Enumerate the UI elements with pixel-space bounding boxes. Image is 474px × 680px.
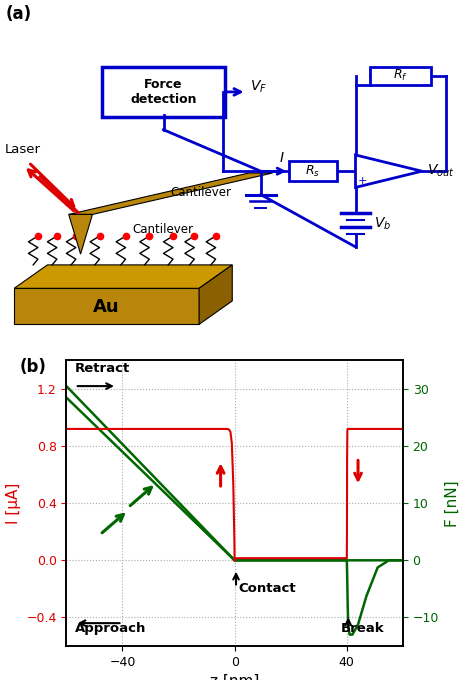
- Text: (b): (b): [19, 358, 46, 375]
- Text: +: +: [358, 176, 367, 186]
- Y-axis label: I [μA]: I [μA]: [6, 483, 21, 524]
- Text: Break: Break: [341, 622, 385, 634]
- FancyBboxPatch shape: [102, 67, 225, 117]
- X-axis label: z [nm]: z [nm]: [210, 675, 259, 680]
- Polygon shape: [14, 265, 232, 288]
- Text: Laser: Laser: [5, 143, 41, 156]
- Text: Au: Au: [93, 298, 120, 316]
- Text: $R_f$: $R_f$: [393, 68, 408, 83]
- Text: Contact: Contact: [239, 581, 296, 595]
- Text: Retract: Retract: [75, 362, 130, 375]
- Y-axis label: F [nN]: F [nN]: [445, 480, 460, 526]
- Bar: [289, 161, 337, 181]
- Text: $V_b$: $V_b$: [374, 216, 391, 232]
- Polygon shape: [69, 173, 273, 214]
- Polygon shape: [14, 288, 199, 324]
- Text: Cantilever: Cantilever: [171, 186, 232, 199]
- Text: Approach: Approach: [75, 622, 146, 634]
- Text: $I$: $I$: [279, 151, 284, 165]
- Polygon shape: [69, 214, 92, 254]
- Text: Force
detection: Force detection: [130, 78, 197, 106]
- Polygon shape: [356, 155, 422, 188]
- Text: $V_{out}$: $V_{out}$: [427, 163, 454, 180]
- Polygon shape: [199, 265, 232, 324]
- Text: $V_F$: $V_F$: [250, 78, 267, 95]
- Text: Cantilever: Cantilever: [133, 224, 194, 237]
- Text: $R_s$: $R_s$: [305, 164, 320, 179]
- Bar: [370, 67, 431, 85]
- Text: (a): (a): [6, 5, 32, 23]
